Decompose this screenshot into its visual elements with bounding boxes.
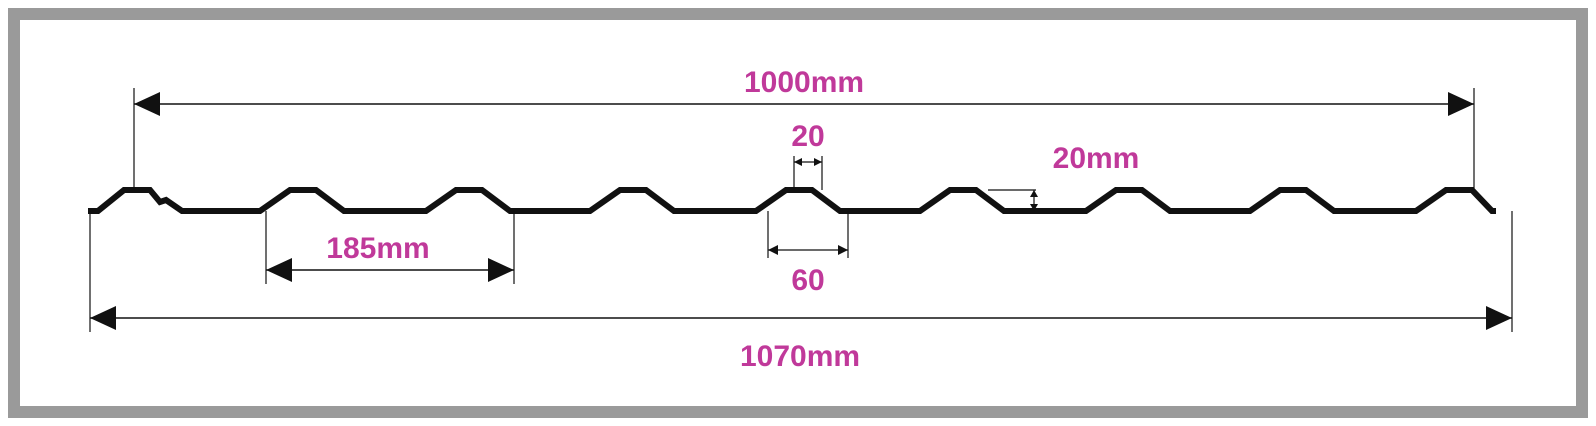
rib-height-dimension: 20mm [1030, 142, 1139, 211]
cover-width-arrow-right [1448, 92, 1474, 116]
rib-top-arrow-right [814, 158, 822, 166]
rib-base-arrow-right [838, 245, 848, 255]
rib-height-arrow-bottom [1030, 204, 1038, 211]
total-width-dimension: 1070mm [90, 306, 1512, 373]
rib-top-label: 20 [791, 120, 824, 153]
total-width-label: 1070mm [740, 340, 860, 373]
rib-top-dimension: 20 [791, 120, 825, 166]
rib-height-label: 20mm [1053, 142, 1140, 175]
rib-base-arrow-left [768, 245, 778, 255]
sheet-profile [88, 187, 1496, 214]
rib-height-arrow-top [1030, 190, 1038, 197]
total-width-arrow-right [1486, 306, 1512, 330]
pitch-dimension: 185mm [266, 232, 514, 282]
diagram-frame [8, 8, 1588, 418]
total-width-arrow-left [90, 306, 116, 330]
rib-base-dimension: 60 [768, 245, 848, 297]
pitch-arrow-left [266, 258, 292, 282]
pitch-label: 185mm [326, 232, 429, 265]
rib-top-arrow-left [794, 158, 802, 166]
pitch-arrow-right [488, 258, 514, 282]
cover-width-arrow-left [134, 92, 160, 116]
cover-width-dimension: 1000mm [134, 66, 1474, 116]
cover-width-label: 1000mm [744, 66, 864, 99]
rib-base-label: 60 [791, 264, 824, 297]
